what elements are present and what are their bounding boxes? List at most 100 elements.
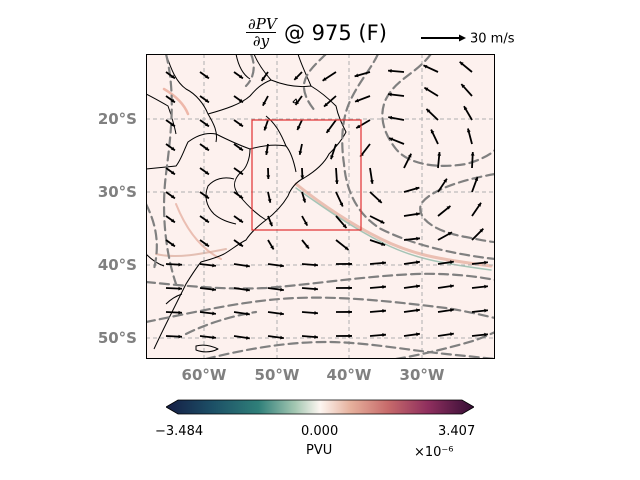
wind-vector-head [238, 194, 243, 199]
wind-vector-head [348, 310, 352, 314]
wind-vector-head [303, 221, 308, 226]
wind-vector-head [450, 308, 454, 313]
wind-vector-head [212, 263, 216, 268]
wind-vector-head [382, 309, 386, 313]
wind-vector-head [267, 198, 272, 203]
highlight-box [251, 119, 362, 231]
colorbar-units: PVU [306, 443, 333, 458]
wind-vector-head [204, 218, 209, 223]
wind-vector-head [302, 198, 306, 203]
wind-vector-head [238, 170, 243, 175]
wind-vector-head [484, 332, 488, 337]
wind-vector-head [355, 98, 360, 103]
longitude-axis: 60°W 50°W 40°W 30°W [182, 366, 445, 384]
wind-vector-head [448, 232, 453, 236]
wind-vector-head [246, 287, 250, 292]
wind-vector-head [280, 263, 284, 268]
plot-title: ∂PV ∂y @ 975 (F) [0, 14, 640, 54]
wind-vector-head [334, 180, 339, 184]
map-background [146, 54, 495, 359]
wind-vectors [165, 61, 489, 340]
wind-vector-head [348, 334, 352, 338]
wind-vector-head [314, 287, 318, 291]
wind-vector-head [484, 308, 488, 313]
wind-vector-head [382, 333, 386, 337]
wind-vector-head [356, 124, 361, 129]
title-level: @ 975 (F) [284, 21, 387, 45]
wind-vector-head [416, 236, 420, 241]
lat-tick-40s: 40°S [98, 256, 137, 274]
wind-vector-head [461, 84, 466, 88]
wind-vector-head [170, 194, 175, 199]
wind-vector-head [382, 261, 386, 265]
title-fraction: ∂PV ∂y [246, 16, 277, 50]
wind-vector-head [246, 311, 250, 316]
map-frame [146, 54, 495, 359]
lon-tick-40w: 40°W [327, 366, 372, 384]
wind-vector-head [470, 152, 475, 156]
wind-vector-head [261, 76, 266, 81]
wind-vector-head [370, 180, 374, 184]
wind-vector-head [170, 74, 175, 79]
wind-vector-head [326, 128, 331, 133]
wind-vector-head [388, 115, 393, 120]
wind-vector-head [170, 170, 175, 175]
wind-vector-head [294, 76, 299, 80]
wind-vector-head [170, 218, 175, 223]
wind-vector-head [238, 98, 243, 103]
wind-vector-head [238, 74, 243, 79]
wind-vector-head [450, 260, 454, 265]
wind-vector-head [314, 335, 318, 339]
wind-vector-head [246, 263, 250, 268]
wind-vector-head [178, 262, 182, 267]
lon-tick-60w: 60°W [182, 366, 227, 384]
lat-tick-20s: 20°S [98, 110, 137, 128]
contour-lines [146, 54, 495, 359]
wind-vector-head [348, 262, 352, 266]
wind-vector-head [416, 308, 420, 313]
latitude-axis: 20°S 30°S 40°S 50°S [98, 110, 137, 347]
wind-vector-head [415, 186, 420, 191]
wind-vector-head [344, 246, 349, 250]
wind-vector-head [342, 224, 347, 229]
colorbar-gradient [166, 399, 474, 415]
lon-tick-50w: 50°W [255, 366, 300, 384]
wind-vector-head [348, 286, 352, 290]
colorbar [166, 399, 474, 415]
wind-vector-head [389, 137, 394, 142]
wind-vector-head [178, 334, 182, 339]
wind-vector-head [330, 155, 334, 160]
wind-vector-head [238, 242, 243, 247]
wind-vector-head [484, 260, 488, 265]
wind-vector-head [263, 126, 268, 131]
wind-vector-head [298, 150, 303, 155]
wind-vector-head [295, 100, 300, 105]
wind-vector-head [416, 212, 420, 216]
wind-vector-head [170, 122, 175, 127]
wind-vector-head [324, 102, 328, 107]
wind-vector-head [238, 122, 243, 127]
wind-vector-head [459, 61, 464, 66]
wind-vector-head [212, 311, 216, 316]
wind-vector-head [407, 153, 412, 158]
wind-vector-head [212, 335, 216, 340]
wind-vector-head [430, 129, 435, 134]
wind-vector-head [450, 284, 454, 289]
quiver-key-label: 30 m/s [470, 32, 515, 47]
wind-vector-head [305, 244, 309, 249]
title-denominator: ∂y [252, 32, 270, 50]
wind-vector-head [446, 205, 451, 210]
wind-vector-head [416, 260, 420, 265]
wind-vector-head [416, 332, 420, 337]
wind-vector-head [437, 152, 442, 156]
wind-vector-head [416, 284, 420, 289]
wind-vector-head [484, 284, 488, 289]
wind-vector-head [280, 311, 284, 316]
wind-vector-head [322, 77, 327, 81]
quiver-key: 30 m/s [421, 32, 515, 47]
wind-vector-head [479, 228, 484, 233]
wind-vector-head [424, 87, 429, 92]
wind-vector-head [204, 146, 209, 151]
wind-vector-head [270, 245, 274, 250]
lat-tick-50s: 50°S [98, 329, 137, 347]
